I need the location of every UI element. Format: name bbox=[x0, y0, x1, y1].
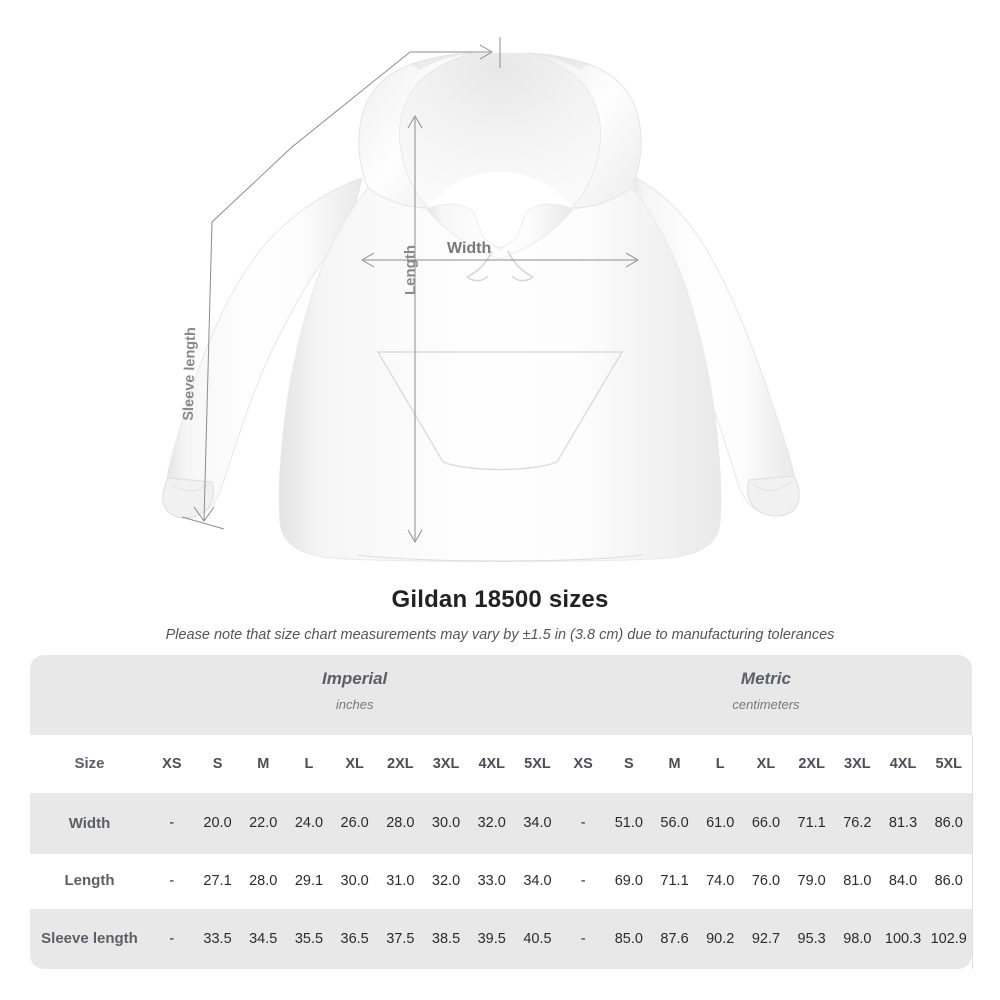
svg-text:Sleeve length: Sleeve length bbox=[181, 327, 199, 421]
svg-text:Width: Width bbox=[447, 240, 491, 257]
svg-text:Length: Length bbox=[402, 245, 419, 295]
